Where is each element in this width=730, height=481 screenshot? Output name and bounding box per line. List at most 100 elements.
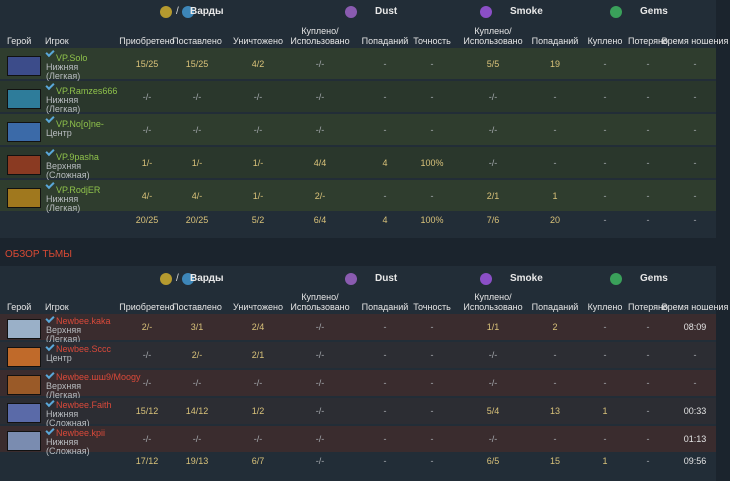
stat-cell: - [603, 91, 607, 102]
column-header: Попаданий [531, 36, 579, 46]
column-header: Куплено [587, 302, 623, 312]
group-header: Варды [190, 6, 224, 17]
row-background [0, 314, 716, 340]
hero-portrait [7, 88, 41, 109]
group-header: Варды [190, 273, 224, 284]
stat-cell: 1/- [252, 190, 264, 201]
stat-cell: - [646, 350, 650, 360]
group-icon [480, 6, 492, 18]
total-cell: 6/5 [486, 456, 500, 466]
stat-cell: -/- [315, 350, 325, 360]
row-background [0, 342, 716, 368]
group-header: Dust [375, 6, 398, 17]
stat-cell: 2/4 [251, 322, 265, 332]
column-header: Герой [7, 302, 32, 312]
stat-cell: -/- [315, 378, 325, 388]
column-header: Время ношения [661, 36, 729, 46]
stat-cell: 3/1 [190, 322, 204, 332]
player-name: Newbee.Faith [56, 400, 112, 410]
stat-cell: - [430, 91, 434, 102]
stat-cell: - [553, 434, 557, 444]
column-header: Попаданий [361, 36, 409, 46]
total-cell: 6/4 [313, 215, 327, 225]
player-name: Newbee.шш9/Moogy [56, 372, 141, 382]
stat-cell: - [383, 58, 387, 69]
ward-separator: / [176, 273, 179, 284]
group-header: Gems [640, 273, 668, 284]
column-header: Потеряно [627, 36, 669, 46]
player-name: VP.No[o]ne- [56, 118, 104, 129]
stat-cell: - [603, 190, 607, 201]
stat-cell: - [430, 350, 434, 360]
column-header: Точность [413, 302, 451, 312]
column-header: Игрок [45, 302, 69, 312]
total-cell: - [646, 456, 650, 466]
hero-portrait [7, 154, 41, 175]
row-background [0, 398, 716, 424]
hero-portrait [7, 403, 41, 423]
total-cell: 15 [549, 456, 560, 466]
stat-cell: - [430, 378, 434, 388]
stat-cell: - [693, 157, 697, 168]
total-cell: -/- [315, 456, 325, 466]
stat-cell: - [603, 378, 607, 388]
player-lane: Нижняя (Легкая) [46, 94, 81, 114]
row-background [0, 81, 716, 112]
stat-cell: -/- [192, 91, 202, 102]
player-lane: Верхняя (Легкая) [46, 381, 82, 400]
hero-portrait [7, 375, 41, 395]
stat-cell: 2/- [141, 322, 153, 332]
stat-cell: -/- [142, 378, 152, 388]
total-cell: - [646, 215, 650, 225]
stat-cell: - [646, 190, 650, 201]
stat-cell: 2/- [314, 190, 326, 201]
stat-cell: 13 [549, 406, 560, 416]
group-icon [160, 273, 172, 285]
group-icon [610, 6, 622, 18]
row-background [0, 370, 716, 396]
stat-cell: -/- [142, 350, 152, 360]
stat-cell: -/- [315, 434, 325, 444]
stat-cell: - [383, 406, 387, 416]
stat-cell: 1/- [191, 157, 203, 168]
stat-cell: - [430, 406, 434, 416]
column-header: Поставлено [172, 36, 222, 46]
stat-cell: - [430, 124, 434, 135]
stat-cell: - [603, 124, 607, 135]
stat-cell: - [646, 124, 650, 135]
player-name: Newbee.Sccc [56, 344, 112, 354]
stat-cell: - [383, 190, 387, 201]
stat-cell: - [553, 157, 557, 168]
total-cell: 20/25 [135, 215, 159, 225]
total-cell: - [383, 456, 387, 466]
stat-cell: - [693, 190, 697, 201]
player-name: Newbee.kaka [56, 316, 111, 326]
group-header: Smoke [510, 6, 543, 17]
stat-cell: -/- [315, 91, 325, 102]
stat-cell: 4 [382, 157, 388, 168]
stat-cell: - [646, 378, 650, 388]
column-header: Куплено/ Использовано [463, 292, 523, 312]
hero-portrait [7, 347, 41, 367]
player-lane: Верхняя (Сложная) [46, 160, 90, 180]
column-header: Уничтожено [233, 302, 283, 312]
stat-cell: -/- [488, 124, 498, 135]
player-lane: Нижняя (Сложная) [46, 437, 90, 456]
stat-cell: - [603, 58, 607, 69]
player-name: VP.Solo [56, 52, 88, 63]
stat-cell: 15/12 [135, 406, 159, 416]
hero-portrait [7, 187, 41, 208]
stat-cell: -/- [142, 124, 152, 135]
stat-cell: -/- [253, 124, 263, 135]
stat-cell: 14/12 [185, 406, 209, 416]
stat-cell: - [693, 124, 697, 135]
stat-cell: - [383, 91, 387, 102]
stat-cell: -/- [253, 91, 263, 102]
stat-cell: - [553, 350, 557, 360]
player-lane: Верхняя (Легкая) [46, 325, 82, 344]
stat-cell: -/- [315, 124, 325, 135]
stat-cell: 1/- [141, 157, 153, 168]
stat-cell: - [430, 322, 434, 332]
total-cell: - [603, 215, 607, 225]
stat-cell: 2 [552, 322, 558, 332]
